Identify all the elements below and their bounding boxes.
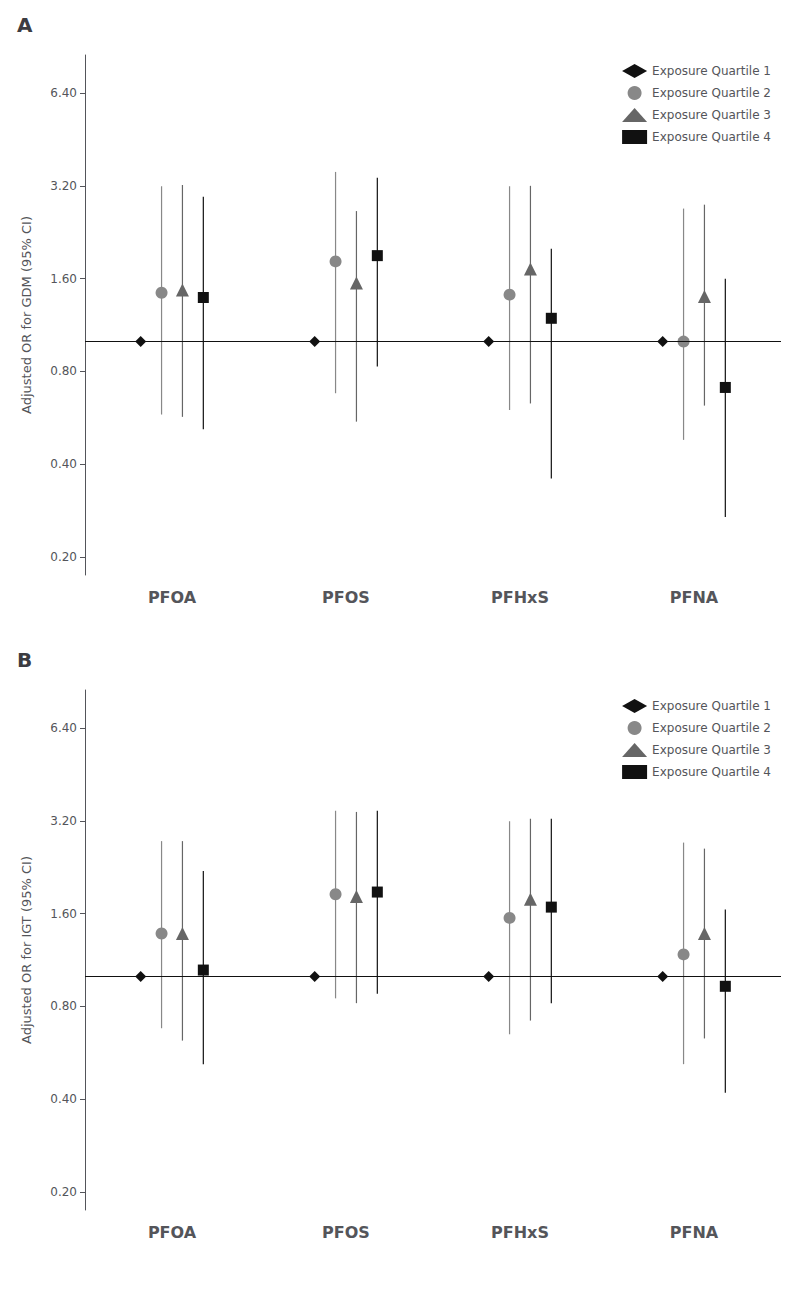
svg-text:0.20: 0.20: [50, 550, 77, 564]
svg-text:PFOA: PFOA: [148, 1223, 197, 1242]
svg-text:PFHxS: PFHxS: [491, 1223, 549, 1242]
svg-text:PFNA: PFNA: [670, 588, 719, 607]
svg-text:0.80: 0.80: [50, 999, 77, 1013]
svg-text:3.20: 3.20: [50, 179, 77, 193]
svg-text:PFOS: PFOS: [322, 588, 370, 607]
svg-text:0.80: 0.80: [50, 364, 77, 378]
svg-text:Adjusted OR for IGT (95% CI): Adjusted OR for IGT (95% CI): [19, 856, 34, 1044]
svg-text:PFNA: PFNA: [670, 1223, 719, 1242]
svg-text:Exposure Quartile 4: Exposure Quartile 4: [652, 130, 771, 144]
svg-text:3.20: 3.20: [50, 814, 77, 828]
svg-text:A: A: [17, 13, 33, 37]
svg-text:Exposure Quartile 2: Exposure Quartile 2: [652, 721, 771, 735]
svg-text:Exposure Quartile 1: Exposure Quartile 1: [652, 64, 771, 78]
svg-text:0.40: 0.40: [50, 457, 77, 471]
svg-text:6.40: 6.40: [50, 86, 77, 100]
svg-text:B: B: [17, 648, 32, 672]
svg-text:1.60: 1.60: [50, 907, 77, 921]
svg-text:PFHxS: PFHxS: [491, 588, 549, 607]
svg-text:PFOA: PFOA: [148, 588, 197, 607]
svg-text:1.60: 1.60: [50, 272, 77, 286]
svg-text:0.40: 0.40: [50, 1092, 77, 1106]
svg-text:Exposure Quartile 4: Exposure Quartile 4: [652, 765, 771, 779]
svg-text:Exposure Quartile 2: Exposure Quartile 2: [652, 86, 771, 100]
svg-text:Exposure Quartile 3: Exposure Quartile 3: [652, 743, 771, 757]
svg-text:PFOS: PFOS: [322, 1223, 370, 1242]
svg-text:Exposure Quartile 3: Exposure Quartile 3: [652, 108, 771, 122]
svg-text:Adjusted OR for GDM (95% CI): Adjusted OR for GDM (95% CI): [19, 216, 34, 414]
svg-text:Exposure Quartile 1: Exposure Quartile 1: [652, 699, 771, 713]
svg-text:6.40: 6.40: [50, 721, 77, 735]
svg-text:0.20: 0.20: [50, 1185, 77, 1199]
